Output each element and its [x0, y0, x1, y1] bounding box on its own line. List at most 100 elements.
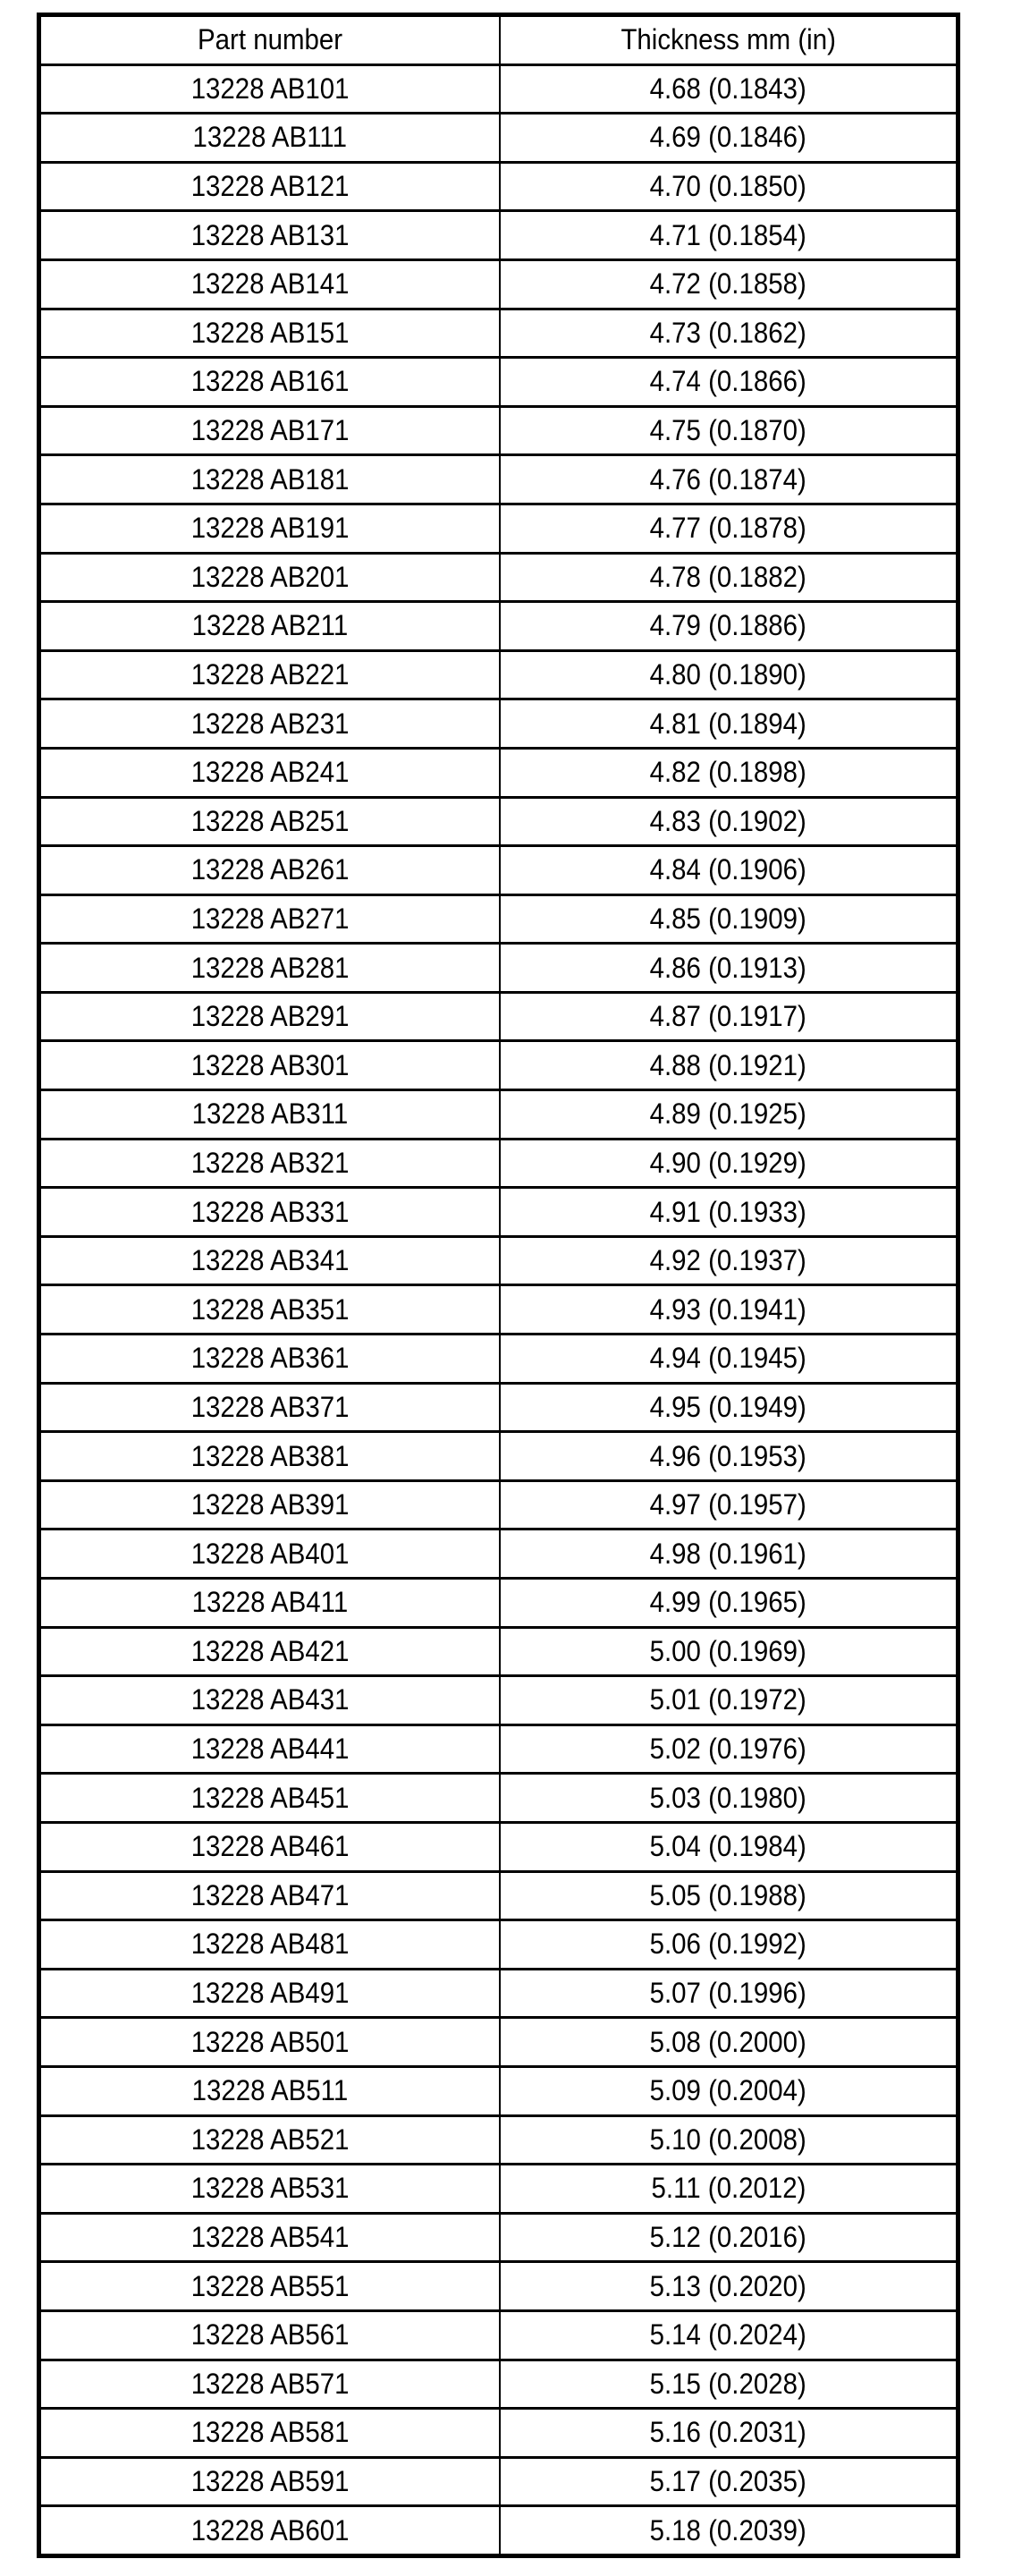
table-row: 13228 AB571 5.15 (0.2028): [38, 2358, 958, 2411]
part-number-cell: 13228 AB261: [38, 844, 501, 896]
table-row: 13228 AB481 5.06 (0.1992): [38, 1919, 958, 1970]
thickness-cell: 4.94 (0.1945): [500, 1333, 958, 1385]
thickness-cell: 4.73 (0.1862): [500, 307, 958, 360]
part-number-cell: 13228 AB301: [38, 1039, 501, 1092]
table-row: 13228 AB391 4.97 (0.1957): [38, 1479, 958, 1531]
thickness-cell: 4.79 (0.1886): [500, 600, 958, 652]
table-row: 13228 AB261 4.84 (0.1906): [38, 844, 958, 896]
table-row: 13228 AB321 4.90 (0.1929): [38, 1137, 958, 1190]
thickness-cell: 4.68 (0.1843): [500, 63, 958, 115]
thickness-cell: 4.85 (0.1909): [500, 893, 958, 945]
part-number-cell: 13228 AB551: [38, 2260, 501, 2312]
table-row: 13228 AB231 4.81 (0.1894): [38, 698, 958, 750]
thickness-cell: 4.78 (0.1882): [500, 551, 958, 604]
thickness-cell: 5.14 (0.2024): [500, 2309, 958, 2361]
part-number-cell: 13228 AB221: [38, 648, 501, 701]
part-number-cell: 13228 AB351: [38, 1284, 501, 1336]
table-row: 13228 AB271 4.85 (0.1909): [38, 893, 958, 945]
part-number-cell: 13228 AB231: [38, 698, 501, 750]
table-row: 13228 AB471 5.05 (0.1988): [38, 1869, 958, 1922]
thickness-cell: 4.82 (0.1898): [500, 746, 958, 799]
part-number-cell: 13228 AB601: [38, 2504, 501, 2557]
thickness-cell: 5.00 (0.1969): [500, 1625, 958, 1678]
table-row: 13228 AB551 5.13 (0.2020): [38, 2260, 958, 2312]
thickness-cell: 4.86 (0.1913): [500, 942, 958, 994]
thickness-table: Part number Thickness mm (in) 13228 AB10…: [37, 13, 960, 2558]
thickness-cell: 4.83 (0.1902): [500, 795, 958, 848]
table-row: 13228 AB371 4.95 (0.1949): [38, 1381, 958, 1434]
thickness-cell: 4.90 (0.1929): [500, 1137, 958, 1190]
table-row: 13228 AB421 5.00 (0.1969): [38, 1625, 958, 1678]
part-number-cell: 13228 AB181: [38, 453, 501, 505]
part-number-cell: 13228 AB371: [38, 1381, 501, 1434]
table-row: 13228 AB211 4.79 (0.1886): [38, 600, 958, 652]
thickness-cell: 4.96 (0.1953): [500, 1430, 958, 1482]
table-row: 13228 AB181 4.76 (0.1874): [38, 453, 958, 505]
part-number-cell: 13228 AB271: [38, 893, 501, 945]
part-number-cell: 13228 AB161: [38, 356, 501, 408]
thickness-cell: 4.92 (0.1937): [500, 1234, 958, 1287]
thickness-cell: 4.89 (0.1925): [500, 1089, 958, 1140]
thickness-cell: 4.95 (0.1949): [500, 1381, 958, 1434]
table-row: 13228 AB111 4.69 (0.1846): [38, 112, 958, 164]
part-number-cell: 13228 AB151: [38, 307, 501, 360]
table-row: 13228 AB581 5.16 (0.2031): [38, 2407, 958, 2459]
thickness-cell: 5.06 (0.1992): [500, 1919, 958, 1970]
thickness-cell: 5.05 (0.1988): [500, 1869, 958, 1922]
thickness-cell: 4.75 (0.1870): [500, 404, 958, 457]
table-row: 13228 AB431 5.01 (0.1972): [38, 1674, 958, 1726]
part-number-cell: 13228 AB291: [38, 990, 501, 1043]
thickness-cell: 4.74 (0.1866): [500, 356, 958, 408]
part-number-cell: 13228 AB191: [38, 502, 501, 555]
table-row: 13228 AB451 5.03 (0.1980): [38, 1772, 958, 1824]
part-number-cell: 13228 AB311: [38, 1089, 501, 1140]
part-number-cell: 13228 AB331: [38, 1186, 501, 1238]
thickness-cell: 4.99 (0.1965): [500, 1577, 958, 1629]
table-row: 13228 AB361 4.94 (0.1945): [38, 1333, 958, 1385]
table-row: 13228 AB141 4.72 (0.1858): [38, 258, 958, 310]
thickness-cell: 5.09 (0.2004): [500, 2064, 958, 2117]
table-row: 13228 AB291 4.87 (0.1917): [38, 990, 958, 1043]
table-row: 13228 AB161 4.74 (0.1866): [38, 356, 958, 408]
thickness-cell: 4.87 (0.1917): [500, 990, 958, 1043]
part-number-cell: 13228 AB121: [38, 160, 501, 213]
part-number-cell: 13228 AB211: [38, 600, 501, 652]
thickness-cell: 5.18 (0.2039): [500, 2504, 958, 2557]
table-row: 13228 AB331 4.91 (0.1933): [38, 1186, 958, 1238]
part-number-cell: 13228 AB111: [38, 112, 501, 164]
thickness-cell: 5.02 (0.1976): [500, 1723, 958, 1775]
table-row: 13228 AB281 4.86 (0.1913): [38, 942, 958, 994]
table-row: 13228 AB131 4.71 (0.1854): [38, 209, 958, 261]
part-number-cell: 13228 AB241: [38, 746, 501, 799]
part-number-cell: 13228 AB281: [38, 942, 501, 994]
table-row: 13228 AB381 4.96 (0.1953): [38, 1430, 958, 1482]
part-number-cell: 13228 AB141: [38, 258, 501, 310]
part-number-cell: 13228 AB541: [38, 2211, 501, 2264]
table-row: 13228 AB251 4.83 (0.1902): [38, 795, 958, 848]
part-number-cell: 13228 AB201: [38, 551, 501, 604]
thickness-cell: 5.12 (0.2016): [500, 2211, 958, 2264]
table-row: 13228 AB301 4.88 (0.1921): [38, 1039, 958, 1092]
table-row: 13228 AB601 5.18 (0.2039): [38, 2504, 958, 2557]
part-number-cell: 13228 AB411: [38, 1577, 501, 1629]
part-number-cell: 13228 AB471: [38, 1869, 501, 1922]
thickness-cell: 4.98 (0.1961): [500, 1528, 958, 1580]
part-number-cell: 13228 AB391: [38, 1479, 501, 1531]
table-row: 13228 AB461 5.04 (0.1984): [38, 1820, 958, 1873]
table-row: 13228 AB521 5.10 (0.2008): [38, 2114, 958, 2166]
table-row: 13228 AB351 4.93 (0.1941): [38, 1284, 958, 1336]
part-number-cell: 13228 AB571: [38, 2358, 501, 2411]
table-row: 13228 AB241 4.82 (0.1898): [38, 746, 958, 799]
part-number-cell: 13228 AB381: [38, 1430, 501, 1482]
thickness-cell: 5.13 (0.2020): [500, 2260, 958, 2312]
thickness-cell: 4.91 (0.1933): [500, 1186, 958, 1238]
table-row: 13228 AB171 4.75 (0.1870): [38, 404, 958, 457]
part-number-cell: 13228 AB251: [38, 795, 501, 848]
table-row: 13228 AB541 5.12 (0.2016): [38, 2211, 958, 2264]
thickness-cell: 5.16 (0.2031): [500, 2407, 958, 2459]
part-number-cell: 13228 AB171: [38, 404, 501, 457]
table-row: 13228 AB591 5.17 (0.2035): [38, 2455, 958, 2508]
part-number-cell: 13228 AB401: [38, 1528, 501, 1580]
table-row: 13228 AB411 4.99 (0.1965): [38, 1577, 958, 1629]
part-number-cell: 13228 AB521: [38, 2114, 501, 2166]
